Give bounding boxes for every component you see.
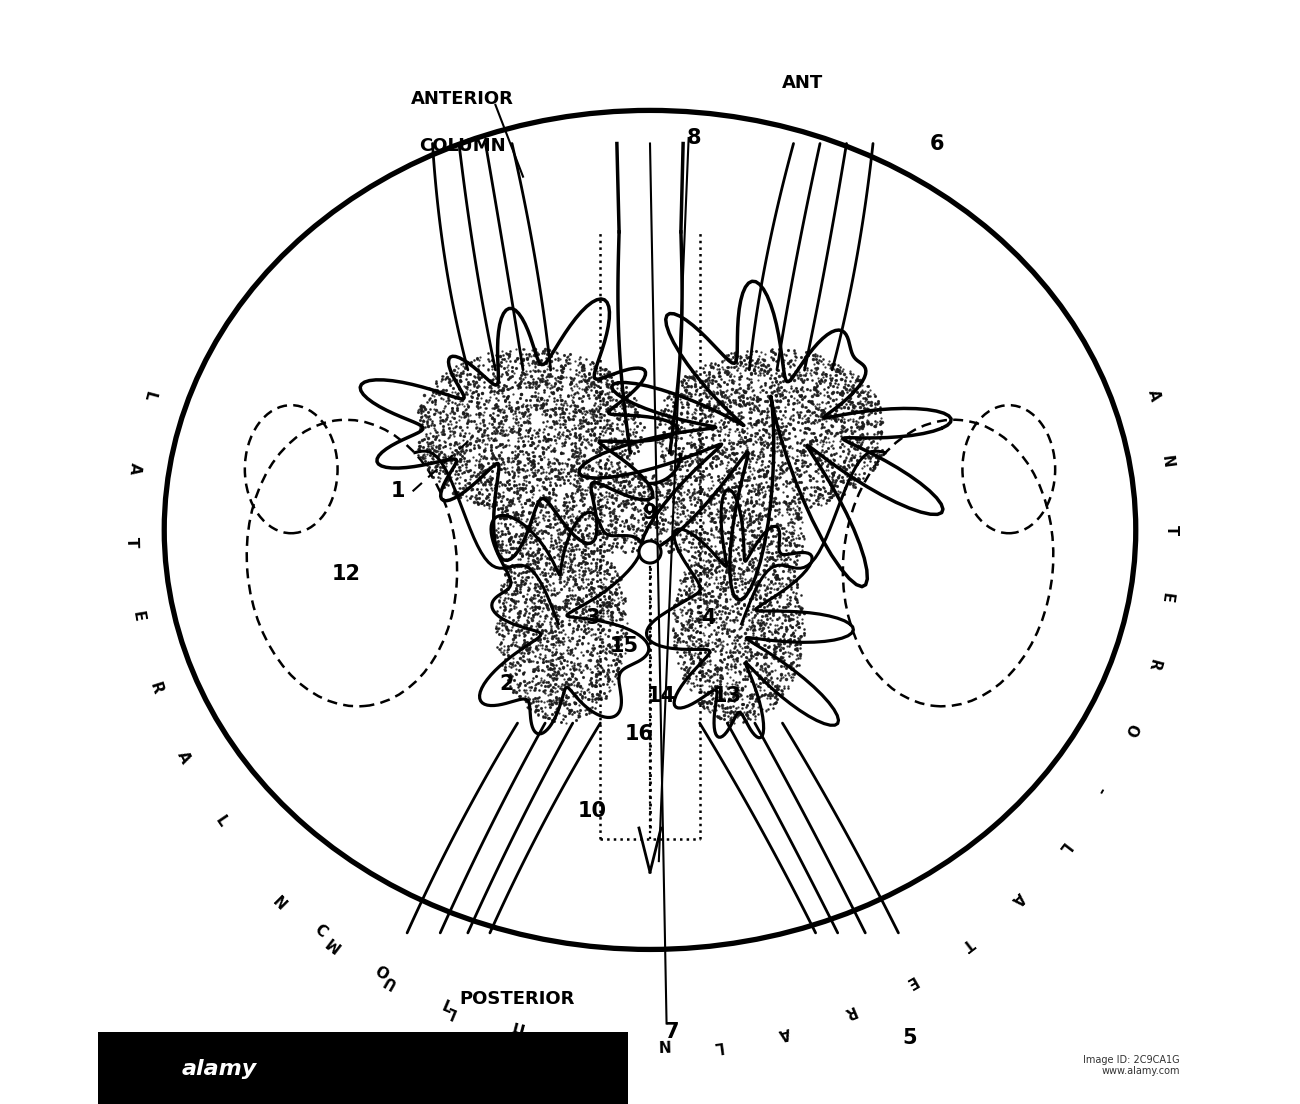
Bar bbox=[98, 1032, 628, 1104]
Text: L: L bbox=[443, 1002, 458, 1020]
Text: -: - bbox=[1093, 784, 1109, 797]
Text: E: E bbox=[130, 611, 147, 623]
Text: E: E bbox=[902, 973, 919, 990]
Text: 3: 3 bbox=[585, 608, 599, 628]
Text: 2: 2 bbox=[499, 675, 514, 694]
Text: N: N bbox=[658, 1041, 671, 1057]
Ellipse shape bbox=[640, 541, 660, 563]
Text: A: A bbox=[1144, 388, 1162, 403]
Text: alamy: alamy bbox=[182, 1059, 257, 1079]
Text: C: C bbox=[312, 922, 330, 941]
Text: N: N bbox=[272, 889, 291, 909]
Text: 12: 12 bbox=[332, 564, 361, 584]
Text: L: L bbox=[439, 999, 455, 1017]
Text: O: O bbox=[372, 964, 391, 984]
Text: M: M bbox=[582, 1037, 599, 1053]
Text: O: O bbox=[1122, 721, 1140, 737]
Text: COLUMN: COLUMN bbox=[474, 1037, 560, 1054]
Text: L: L bbox=[712, 1039, 724, 1054]
Text: N: N bbox=[1158, 455, 1175, 469]
Text: U: U bbox=[381, 972, 398, 990]
Text: O: O bbox=[507, 1025, 523, 1042]
Text: L: L bbox=[140, 389, 157, 402]
Text: 15: 15 bbox=[610, 636, 640, 656]
Text: 6: 6 bbox=[930, 134, 944, 153]
Text: ANTERIOR: ANTERIOR bbox=[411, 91, 514, 108]
Text: 7: 7 bbox=[664, 1022, 680, 1042]
Text: A: A bbox=[1009, 889, 1028, 907]
Text: 16: 16 bbox=[624, 724, 654, 744]
Text: Image ID: 2C9CA1G
www.alamy.com: Image ID: 2C9CA1G www.alamy.com bbox=[1083, 1054, 1180, 1076]
Text: 4: 4 bbox=[701, 608, 716, 628]
Text: R: R bbox=[147, 681, 165, 697]
Text: 9: 9 bbox=[642, 503, 658, 523]
Text: U: U bbox=[510, 1022, 525, 1040]
Text: T: T bbox=[124, 538, 139, 548]
Text: L: L bbox=[1054, 839, 1072, 856]
Text: COLUMN: COLUMN bbox=[419, 137, 506, 155]
Text: 13: 13 bbox=[712, 686, 742, 705]
Text: 14: 14 bbox=[646, 686, 676, 705]
Text: E: E bbox=[1158, 592, 1175, 604]
Text: C: C bbox=[576, 1039, 589, 1054]
Text: 10: 10 bbox=[578, 802, 607, 821]
Text: T: T bbox=[958, 934, 976, 953]
Text: POSTERIOR: POSTERIOR bbox=[460, 990, 575, 1008]
Text: R: R bbox=[1144, 657, 1162, 672]
Text: A: A bbox=[174, 749, 192, 766]
Text: L: L bbox=[212, 814, 230, 830]
Text: 8: 8 bbox=[686, 128, 702, 148]
Text: A: A bbox=[777, 1025, 792, 1042]
Text: T: T bbox=[1164, 524, 1179, 535]
Text: A: A bbox=[126, 461, 143, 475]
Text: ANT: ANT bbox=[781, 74, 823, 92]
Text: 5: 5 bbox=[902, 1028, 916, 1048]
Text: M: M bbox=[322, 933, 343, 954]
Text: 1: 1 bbox=[391, 481, 406, 501]
Text: R: R bbox=[841, 1002, 858, 1020]
Ellipse shape bbox=[173, 118, 1127, 941]
